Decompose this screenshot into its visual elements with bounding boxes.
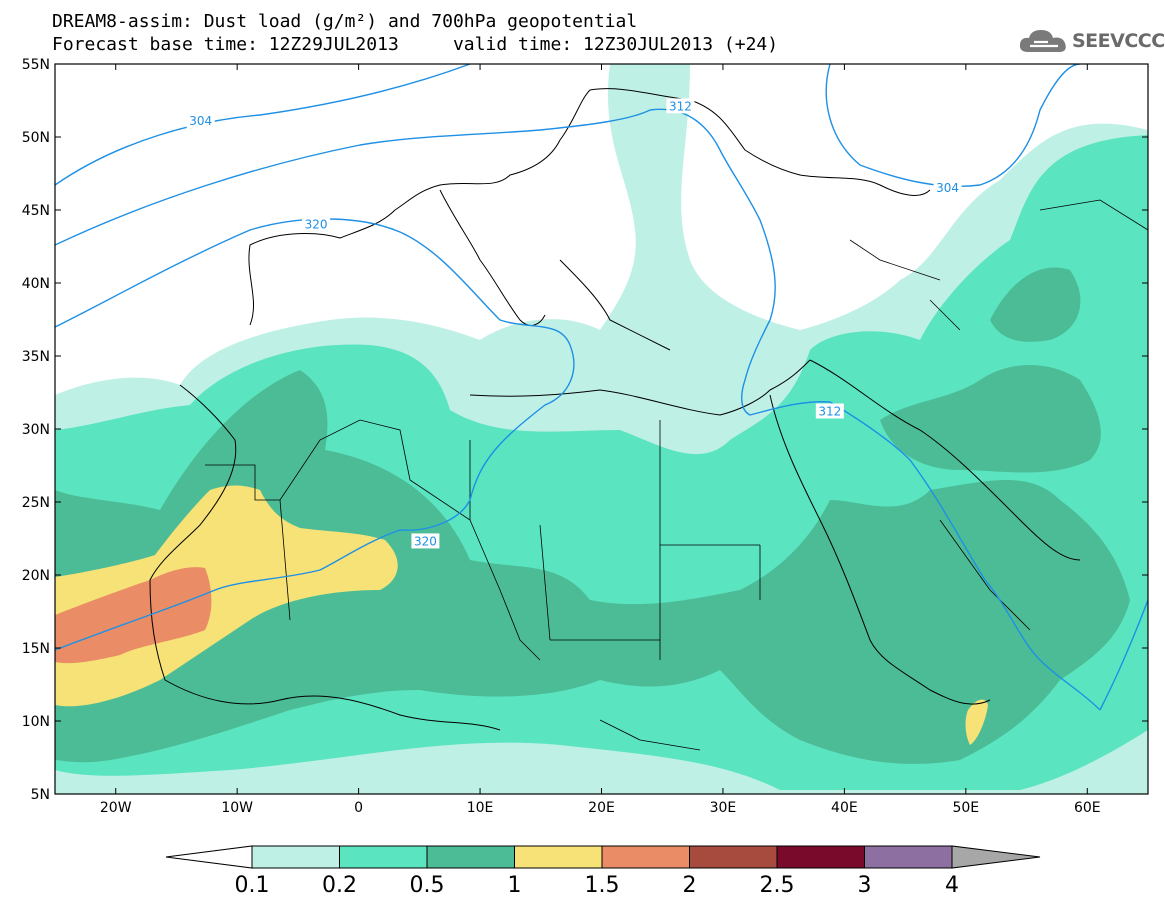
dust-shade-1.5-2 (55, 567, 212, 664)
lon-tick-label: 60E (1074, 800, 1101, 816)
title-line-2: Forecast base time: 12Z29JUL2013 valid t… (52, 34, 779, 55)
contour-label: 320 (305, 218, 328, 232)
country-borders (205, 199, 1148, 751)
contour-label: 312 (669, 99, 692, 113)
colorbar-label: 2 (683, 873, 697, 898)
contour-312-south (829, 401, 1101, 711)
lon-tick-label: 10W (221, 800, 253, 816)
lat-tick-label: 55N (22, 57, 50, 73)
colorbar-label: 3 (858, 873, 872, 898)
contour-labels: 304 312 320 304 312 320 (186, 98, 962, 549)
colorbar: 0.1 0.2 0.5 1 1.5 2 2.5 3 4 (165, 845, 1041, 898)
contour-label-bg (186, 112, 215, 128)
contour-label-bg (411, 533, 440, 549)
contour-312-east (649, 108, 831, 416)
dust-shade-0.5-1-east (990, 267, 1081, 342)
lat-tick-label: 10N (22, 714, 50, 730)
lon-tick-label: 0 (354, 800, 363, 816)
lon-tick-label: 10E (467, 800, 494, 816)
contour-label: 320 (414, 534, 437, 548)
dust-shade-1-1.5 (55, 485, 398, 707)
contour-label-bg (302, 216, 331, 232)
latitude-axis: 55N 50N 45N 40N 35N 30N 25N 20N 15N 10N 5N (22, 57, 1148, 803)
seevccc-logo: SEEVCCC (1018, 28, 1165, 54)
lat-tick-label: 15N (22, 641, 50, 657)
colorbar-lower-triangle (165, 845, 253, 869)
contour-304-west (55, 64, 471, 186)
colorbar-segment (514, 845, 603, 869)
lat-tick-label: 45N (22, 203, 50, 219)
contour-label: 304 (936, 181, 959, 195)
longitude-axis: 20W 10W 0 10E 20E 30E 40E 50E 60E (100, 64, 1101, 816)
cloud-icon (1019, 30, 1066, 52)
colorbar-label: 1.5 (585, 873, 620, 898)
dust-shade-1-1.5-horn (965, 699, 988, 745)
coastlines (149, 88, 1081, 731)
dust-shade-0.5-1-gulf (880, 365, 1101, 473)
lat-tick-label: 5N (31, 787, 50, 803)
contour-label-bg (666, 98, 695, 114)
lat-tick-label: 30N (22, 422, 50, 438)
lat-tick-label: 35N (22, 349, 50, 365)
logo-text: SEEVCCC (1072, 30, 1165, 52)
contour-label: 312 (818, 404, 841, 418)
colorbar-label: 1 (508, 873, 522, 898)
colorbar-upper-triangle (951, 845, 1041, 869)
lon-tick-label: 20E (588, 800, 615, 816)
colorbar-segment (339, 845, 428, 869)
contour-label: 304 (189, 114, 212, 128)
colorbar-segment (776, 845, 865, 869)
lat-tick-label: 50N (22, 130, 50, 146)
colorbar-label: 0.5 (410, 873, 445, 898)
contour-304-east (825, 64, 1081, 187)
colorbar-label: 4 (945, 873, 959, 898)
lon-tick-label: 50E (952, 800, 979, 816)
contour-east-edge (1099, 599, 1148, 711)
contour-312-west (55, 109, 651, 246)
lat-tick-label: 25N (22, 495, 50, 511)
lat-tick-label: 20N (22, 568, 50, 584)
lon-tick-label: 20W (100, 800, 132, 816)
colorbar-segment (426, 845, 515, 869)
colorbar-label: 0.2 (322, 873, 357, 898)
colorbar-segment (864, 845, 953, 869)
title-line-1: DREAM8-assim: Dust load (g/m²) and 700hP… (52, 11, 638, 32)
colorbar-label: 0.1 (235, 873, 270, 898)
colorbar-segment (689, 845, 778, 869)
contour-label-bg (933, 180, 962, 196)
lon-tick-label: 40E (831, 800, 858, 816)
colorbar-segment (251, 845, 340, 869)
lat-tick-label: 40N (22, 276, 50, 292)
contour-label-bg (815, 403, 844, 419)
lon-tick-label: 30E (710, 800, 737, 816)
colorbar-segment (601, 845, 690, 869)
colorbar-label: 2.5 (760, 873, 795, 898)
dust-shade-0.5-1 (55, 370, 1130, 764)
